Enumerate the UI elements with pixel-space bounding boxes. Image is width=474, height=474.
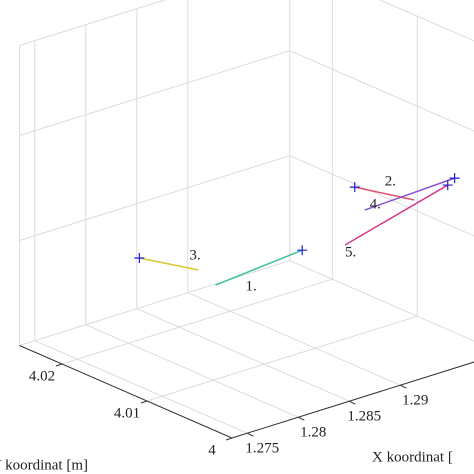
grid-line (187, 292, 401, 386)
x-tick-label: 1.29 (402, 393, 428, 409)
point-marker (449, 173, 460, 184)
x-tick-label: 1.28 (300, 425, 326, 441)
y-tick-label: 4 (208, 442, 216, 458)
line-3d (139, 257, 199, 271)
series-label: 2. (385, 174, 396, 190)
wall-line (378, 0, 474, 42)
line-3d (364, 177, 455, 211)
x-axis-label: X koordinat [ (372, 449, 453, 465)
series-label: 3. (189, 247, 200, 263)
line-3d (215, 249, 303, 286)
x-tick (247, 432, 254, 437)
wall-line (19, 0, 167, 46)
y-tick (55, 363, 63, 367)
point-marker (134, 253, 145, 264)
y-tick (225, 437, 233, 441)
point-marker (442, 180, 453, 191)
grid-line (61, 278, 333, 365)
y-tick (140, 400, 148, 404)
wall-line (19, 155, 290, 241)
point-marker (349, 182, 360, 193)
x-tick (298, 416, 305, 421)
floor-edge (289, 260, 474, 342)
wall-line (289, 50, 474, 132)
line-3d (354, 186, 415, 201)
series-label: 1. (246, 278, 257, 294)
grid-line (85, 324, 299, 418)
series-label: 4. (370, 197, 381, 213)
x-tick (349, 400, 356, 405)
x-tick (400, 384, 407, 389)
point-marker (297, 245, 308, 256)
x-axis (231, 361, 474, 439)
y-tick-label: 4.01 (114, 405, 140, 421)
y-axis (19, 345, 233, 439)
x-tick-label: 1.275 (245, 441, 279, 457)
series-label: 5. (345, 244, 356, 260)
line-3d (344, 184, 449, 246)
wall-line (289, 155, 474, 237)
y-tick-label: 4.02 (29, 368, 55, 384)
x-tick-label: 1.285 (347, 409, 381, 425)
floor-edge (19, 260, 290, 346)
grid-line (136, 308, 350, 402)
wall-line (19, 50, 290, 136)
y-axis-label: Y koordinat [m] (0, 457, 88, 473)
grid-line (146, 315, 418, 402)
grid-line (34, 340, 248, 434)
